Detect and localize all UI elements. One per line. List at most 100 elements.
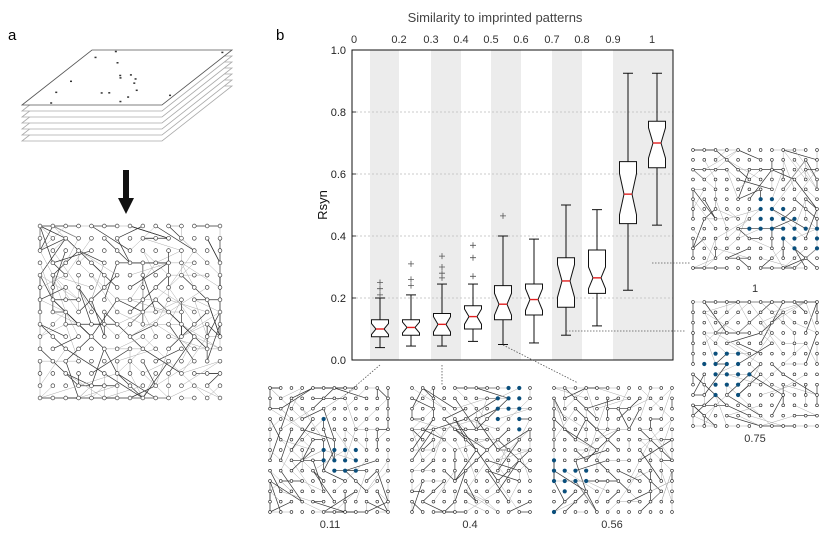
network-edge (280, 408, 314, 440)
network-node (627, 448, 631, 452)
network-edge (142, 373, 156, 399)
network-node (63, 334, 68, 339)
network-node (50, 383, 56, 388)
network-edge (411, 418, 434, 451)
network-node (453, 417, 457, 421)
network-node (713, 266, 718, 270)
network-edge (116, 336, 156, 374)
network-node (792, 148, 797, 152)
network-node (140, 223, 146, 229)
network-node (386, 499, 390, 504)
network-node (781, 310, 785, 315)
network-edge (117, 311, 143, 325)
network-node (804, 187, 808, 192)
network-node (736, 413, 740, 418)
network-node (563, 427, 567, 432)
network-edge (760, 312, 784, 323)
network-node (343, 396, 347, 401)
network-node (153, 248, 158, 253)
network-edge (39, 274, 54, 300)
network-node (153, 346, 158, 352)
network-edge (661, 418, 673, 451)
network-edge (575, 480, 598, 513)
network-node (114, 395, 120, 401)
network-node (713, 341, 718, 346)
network-node (204, 260, 210, 266)
network-node (311, 489, 315, 494)
network-node (758, 331, 763, 335)
network-node (89, 309, 94, 315)
network-node (563, 458, 567, 463)
network-node (179, 371, 184, 376)
active-node (747, 372, 752, 377)
network-node (375, 427, 379, 432)
network-node (781, 256, 785, 260)
network-edge (280, 398, 292, 430)
network-node (670, 396, 674, 401)
network-edge (650, 429, 673, 461)
network-node (463, 406, 468, 411)
network-edge (129, 262, 169, 276)
network-node (102, 346, 107, 352)
network-node (804, 341, 808, 346)
network-edge (805, 332, 818, 365)
network-edge (194, 299, 221, 313)
network-edge (269, 429, 282, 461)
network-edge (805, 208, 818, 239)
active-node (551, 468, 557, 473)
network-node (485, 396, 489, 401)
network-node (474, 396, 479, 401)
network-node (354, 396, 358, 401)
shade-band (431, 50, 461, 360)
network-node (691, 351, 695, 356)
outlier-mark (377, 285, 383, 292)
network-node (770, 362, 774, 366)
network-node (386, 417, 390, 421)
network-node (127, 383, 133, 388)
network-node (670, 437, 674, 442)
network-edge (116, 373, 156, 399)
network-node (770, 300, 774, 304)
network-node (758, 246, 763, 251)
network-node (375, 386, 379, 390)
network-node (140, 371, 146, 376)
network-node (815, 158, 819, 162)
network-node (114, 383, 120, 388)
network-node (410, 510, 414, 514)
network-node (648, 510, 653, 514)
network-node (76, 285, 81, 290)
network-edge (596, 398, 630, 409)
network-edge (497, 480, 520, 513)
active-node (342, 447, 348, 453)
network-node (332, 479, 337, 483)
network-node (736, 266, 740, 270)
network-node (127, 309, 133, 315)
network-edge (91, 225, 131, 251)
network-node (691, 177, 695, 182)
network-node (354, 437, 358, 442)
network-node (50, 358, 56, 364)
network-node (375, 448, 379, 452)
network-node (815, 403, 819, 408)
network-node (691, 266, 695, 270)
active-node (573, 468, 578, 473)
network-node (758, 236, 763, 241)
network-node (442, 417, 446, 421)
active-node (321, 447, 326, 453)
network-edge (704, 149, 739, 180)
network-node (311, 437, 315, 442)
network-node (804, 382, 808, 387)
network-edge (142, 336, 182, 374)
network-node (166, 395, 171, 401)
network-node (89, 248, 94, 253)
x-tick-label: 0.4 (453, 34, 468, 46)
network-edge (269, 480, 303, 502)
network-node (758, 351, 763, 356)
network-node (431, 489, 436, 494)
box-item (371, 279, 389, 349)
network-node (725, 341, 729, 346)
network-node (166, 285, 171, 290)
network-node (217, 383, 223, 388)
network-edge (280, 470, 303, 502)
network-edge (422, 439, 434, 451)
